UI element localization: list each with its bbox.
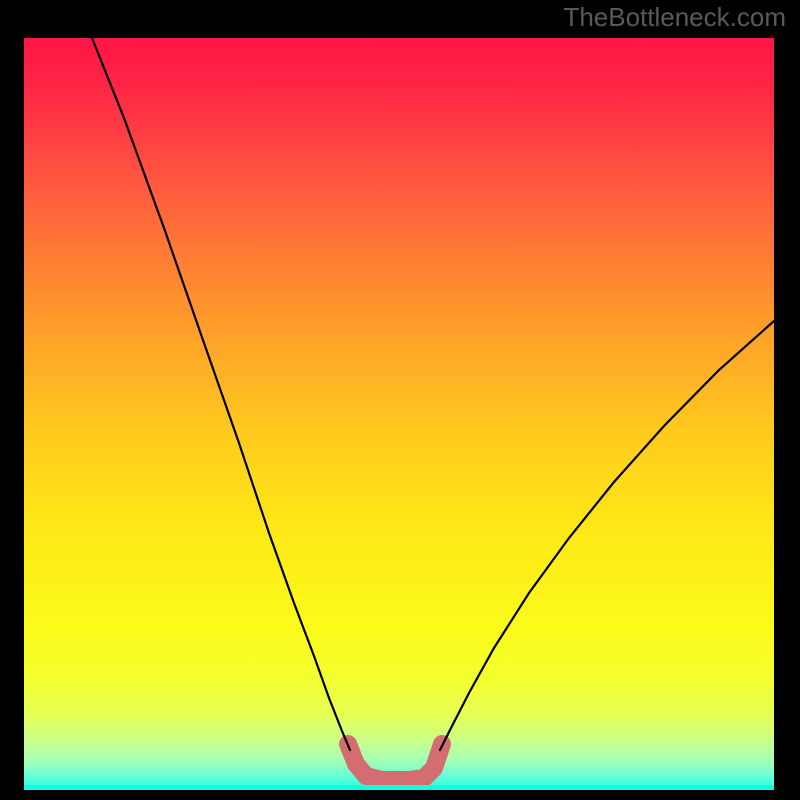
- plot-area: [24, 38, 774, 790]
- plot-baseline-bar: [24, 785, 774, 790]
- figure-frame: TheBottleneck.com: [0, 0, 800, 800]
- watermark-text: TheBottleneck.com: [563, 2, 786, 33]
- heatmap-background: [24, 38, 774, 790]
